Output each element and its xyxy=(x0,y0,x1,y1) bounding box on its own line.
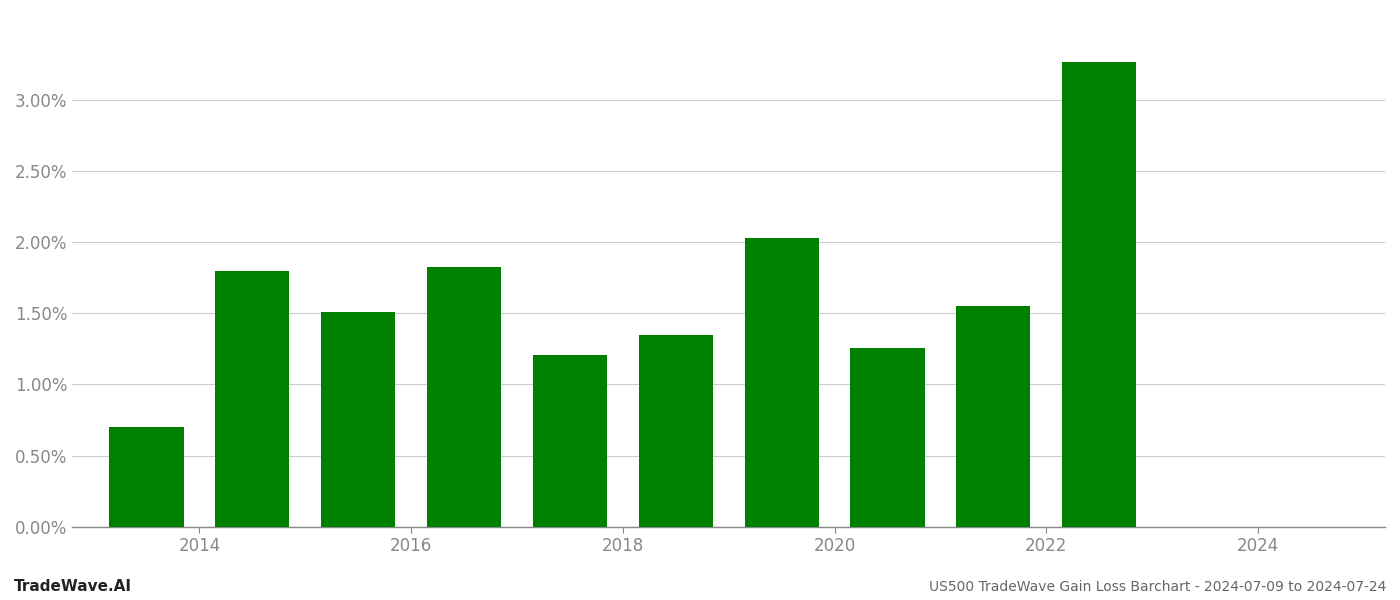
Bar xyxy=(745,238,819,527)
Bar xyxy=(216,271,290,527)
Bar xyxy=(638,335,713,527)
Bar xyxy=(1063,62,1137,527)
Bar xyxy=(956,307,1030,527)
Bar xyxy=(850,347,924,527)
Bar xyxy=(427,266,501,527)
Text: US500 TradeWave Gain Loss Barchart - 2024-07-09 to 2024-07-24: US500 TradeWave Gain Loss Barchart - 202… xyxy=(928,580,1386,594)
Bar xyxy=(533,355,608,527)
Bar xyxy=(321,312,395,527)
Bar xyxy=(109,427,183,527)
Text: TradeWave.AI: TradeWave.AI xyxy=(14,579,132,594)
